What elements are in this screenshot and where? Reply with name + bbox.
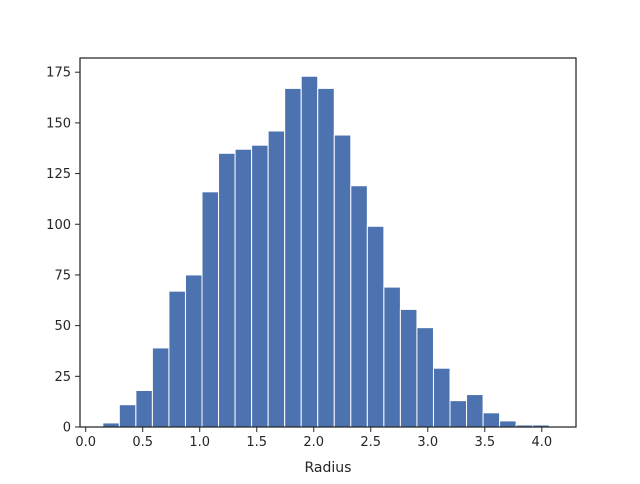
histogram-bar bbox=[184, 274, 203, 428]
histogram-bar bbox=[466, 394, 484, 428]
histogram-bar bbox=[118, 404, 137, 428]
x-tick-label: 3.5 bbox=[474, 435, 495, 450]
histogram-bar bbox=[383, 286, 401, 428]
histogram-bar bbox=[416, 327, 434, 428]
histogram-bar bbox=[482, 412, 501, 428]
histogram-bar bbox=[234, 148, 253, 428]
x-tick-label: 2.5 bbox=[360, 435, 381, 450]
x-tick-label: 1.0 bbox=[189, 435, 210, 450]
histogram-bar bbox=[300, 75, 319, 428]
x-tick-label: 0.5 bbox=[132, 435, 153, 450]
y-tick-label: 125 bbox=[46, 167, 71, 182]
y-tick-label: 150 bbox=[46, 116, 71, 131]
y-axis-ticks: 0 25 50 75 100 125 150 175 bbox=[46, 66, 80, 436]
histogram-bar bbox=[350, 185, 368, 428]
y-tick-label: 100 bbox=[46, 218, 71, 233]
x-axis-ticks: 0.0 0.5 1.0 1.5 2.0 2.5 3.0 3.5 4.0 bbox=[75, 427, 552, 450]
x-tick-label: 0.0 bbox=[75, 435, 96, 450]
histogram-bars bbox=[102, 75, 550, 428]
histogram-bar bbox=[317, 87, 335, 428]
histogram-bar bbox=[432, 367, 451, 428]
histogram-bar bbox=[499, 420, 517, 428]
plot-frame bbox=[79, 57, 577, 428]
x-tick-label: 4.0 bbox=[531, 435, 552, 450]
histogram-bar bbox=[218, 152, 236, 428]
x-tick-label: 3.0 bbox=[417, 435, 438, 450]
x-tick-label: 1.5 bbox=[246, 435, 267, 450]
histogram-bar bbox=[251, 144, 269, 428]
histogram-bar bbox=[399, 308, 418, 428]
x-axis-label: Radius bbox=[305, 460, 352, 476]
y-tick-label: 175 bbox=[46, 66, 71, 81]
histogram-bar bbox=[284, 87, 302, 428]
histogram-bar bbox=[135, 390, 153, 428]
histogram-bar bbox=[366, 225, 385, 428]
histogram-bar bbox=[168, 290, 186, 428]
histogram-bar bbox=[267, 130, 286, 428]
histogram-bar bbox=[333, 134, 352, 428]
histogram-bar bbox=[201, 191, 220, 428]
y-tick-label: 75 bbox=[54, 268, 71, 283]
histogram-bar bbox=[449, 400, 468, 428]
y-tick-label: 0 bbox=[63, 421, 71, 436]
x-tick-label: 2.0 bbox=[303, 435, 324, 450]
y-tick-label: 25 bbox=[54, 370, 71, 385]
histogram-bar bbox=[151, 347, 170, 428]
y-tick-label: 50 bbox=[54, 319, 71, 334]
